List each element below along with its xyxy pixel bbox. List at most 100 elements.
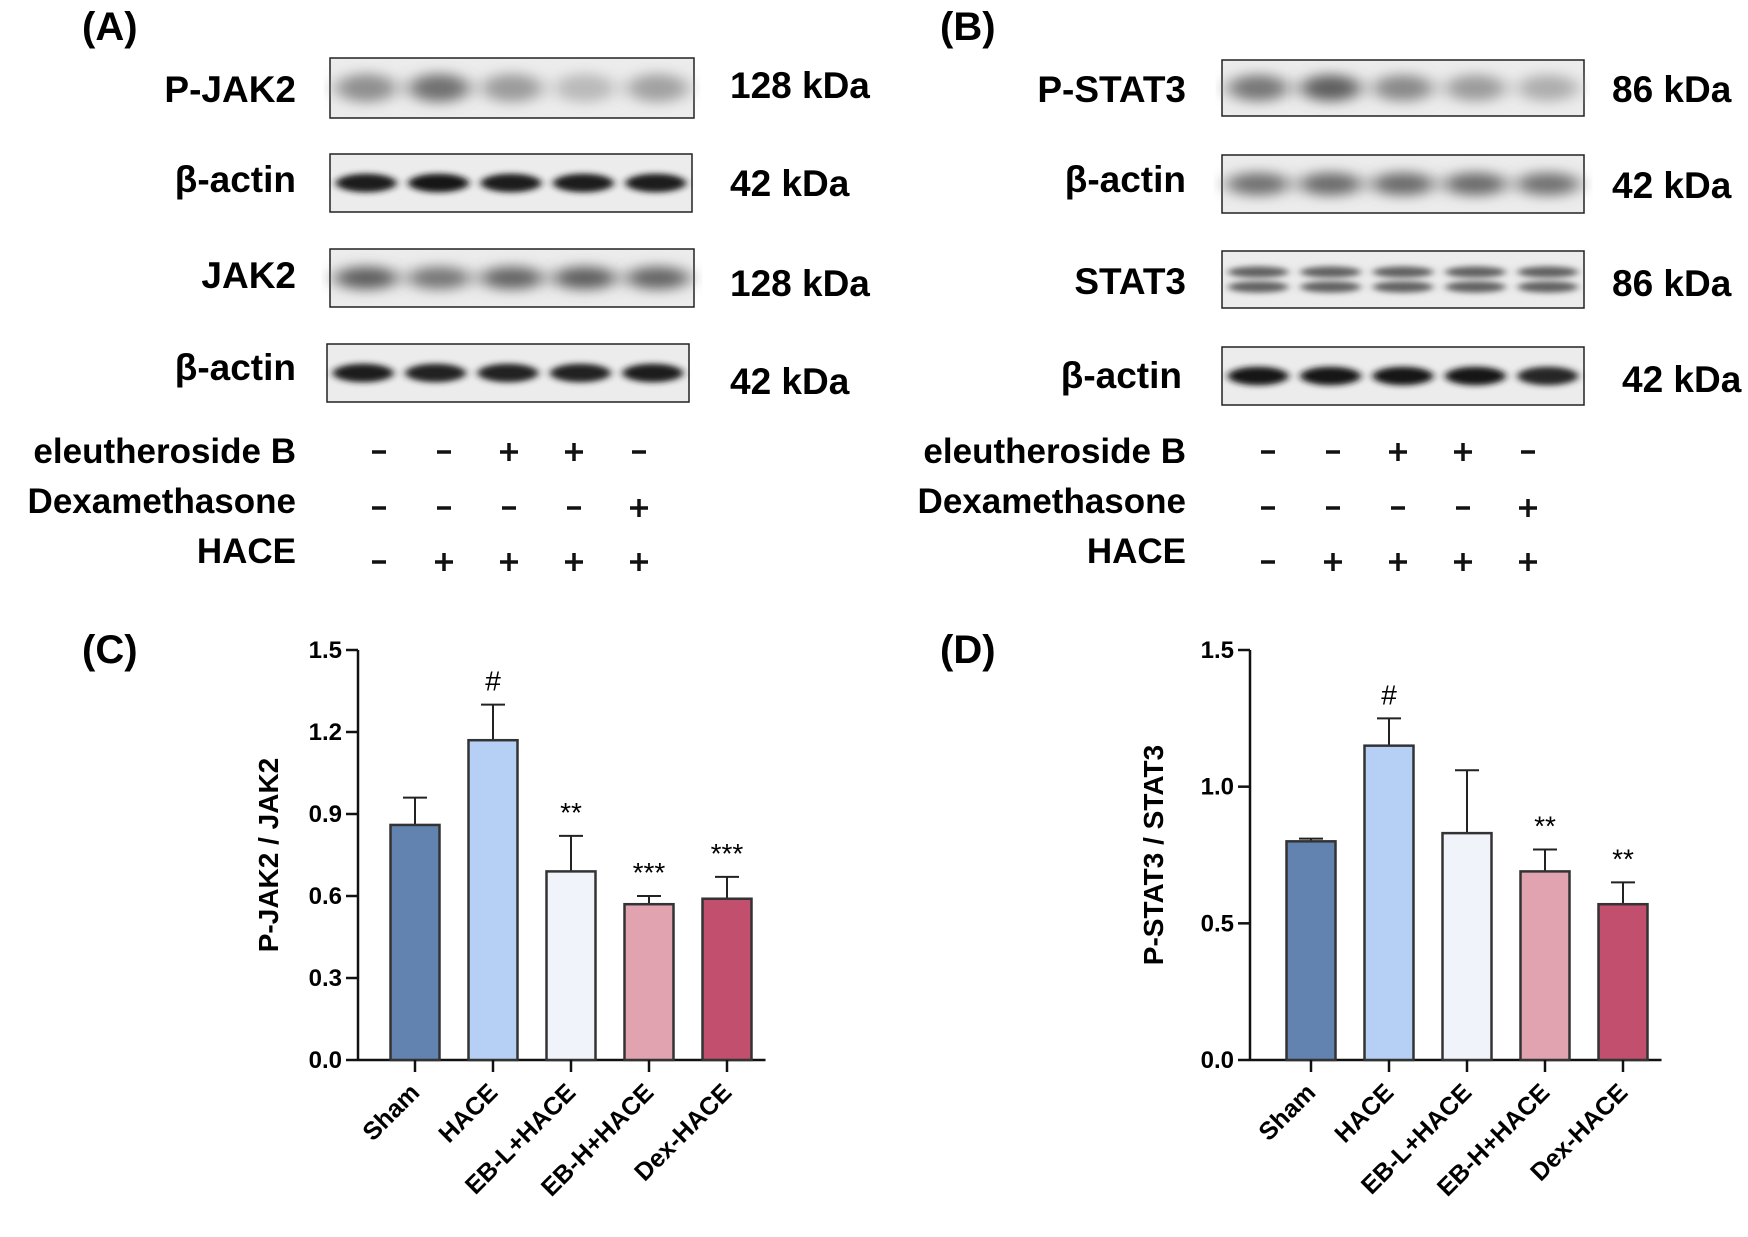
blot-image-jak2 [329,248,695,308]
bar [467,738,519,1062]
kda-label: 42 kDa [730,163,850,204]
blot-image-beta-actin [1221,346,1585,406]
bar [701,897,753,1062]
kda-label: 128 kDa [730,65,870,106]
y-axis-label: P-STAT3 / STAT3 [1138,745,1169,965]
blot-band [554,73,616,103]
blot-band [407,266,472,290]
blot-band [480,173,542,193]
treatment-label: eleutheroside B [33,432,296,471]
treatment-signs [372,443,648,571]
blot-band [1371,172,1435,196]
blot-band [1227,74,1289,102]
blot-band [1444,266,1506,278]
y-tick-label: 0.6 [309,883,342,910]
y-tick-label: 1.0 [1201,774,1234,801]
treatment-label: HACE [197,532,296,571]
x-tick-label: Sham [1253,1078,1321,1146]
significance-label: # [485,666,501,697]
bar [1519,870,1571,1062]
bar [1441,831,1493,1062]
blot-label: β-actin [1065,159,1186,200]
y-tick-label: 0.0 [1201,1047,1234,1074]
blot-band [1226,172,1291,196]
blot-band [1372,281,1434,293]
significance-label: ** [1612,843,1634,874]
blot-image-p-stat3 [1221,59,1585,117]
blot-band [335,173,397,193]
kda-label: 42 kDa [1612,165,1732,206]
blot-band [1517,281,1579,293]
kda-label: 86 kDa [1612,69,1732,110]
blot-band [332,363,394,383]
kda-label: 86 kDa [1612,263,1732,304]
significance-label: *** [711,838,744,869]
blot-band [1515,172,1580,196]
blot-band [1300,366,1362,386]
y-tick-label: 0.0 [309,1047,342,1074]
blot-band [1372,266,1434,278]
blot-panel-b: P-STAT3 β-actin STAT3 β-actin 86 kDa 42 … [918,59,1742,571]
blot-panel-a: P-JAK2 β-actin JAK2 β-actin 128 kDa 42 k… [28,57,870,571]
blot-band [1300,74,1362,102]
y-axis-label: P-JAK2 / JAK2 [253,758,284,953]
blot-band [335,73,397,103]
blot-band [549,363,611,383]
blot-band [477,363,539,383]
blot-band [1443,172,1508,196]
blot-band [1444,281,1506,293]
kda-label: 128 kDa [730,263,870,304]
blot-label: JAK2 [201,255,296,296]
y-tick-label: 0.9 [309,801,342,828]
treatment-label: Dexamethasone [918,482,1186,521]
blot-label: STAT3 [1074,261,1186,302]
blot-label: β-actin [1061,355,1182,396]
y-tick-label: 1.5 [309,637,342,664]
significance-label: ** [560,797,582,828]
y-tick-label: 1.2 [309,719,342,746]
bar-chart-c: 0.0 0.3 0.6 0.9 1.2 1.5 P-JAK2 / JAK2 Sham HACE #… [253,637,766,1202]
kda-label: 42 kDa [730,361,850,402]
panel-label-c: (C) [82,628,138,672]
blot-band [625,266,690,290]
blot-image-beta-actin [1221,154,1585,214]
blot-band [1517,266,1579,278]
blot-band [552,266,617,290]
blot-band [1517,366,1579,386]
blot-label: β-actin [175,159,296,200]
blot-band [552,173,614,193]
panel-label-b: (B) [940,5,996,49]
y-tick-label: 0.5 [1201,910,1234,937]
bar [1597,902,1649,1062]
blot-band [408,173,470,193]
treatment-signs [1261,443,1537,571]
treatment-label: HACE [1087,532,1186,571]
blot-image-p-jak2 [329,57,695,119]
y-tick-label: 0.3 [309,965,342,992]
x-tick-label: HACE [1329,1078,1399,1148]
blot-band [1300,281,1362,293]
x-tick-label: HACE [433,1078,503,1148]
kda-label: 42 kDa [1622,359,1742,400]
blot-band [622,363,684,383]
blot-band [479,266,545,290]
significance-label: *** [633,857,666,888]
y-tick-label: 1.5 [1201,637,1234,664]
blot-label: β-actin [175,347,296,388]
blot-band [625,173,687,193]
significance-label: ** [1534,811,1556,842]
blot-band [1372,74,1434,102]
blot-band [1298,172,1363,196]
blot-image-beta-actin [326,343,690,403]
blot-band [481,73,543,103]
bar [1285,840,1337,1062]
blot-image-stat3 [1221,250,1585,309]
panel-label-a: (A) [82,5,138,49]
bar [389,823,441,1062]
panel-label-d: (D) [940,628,996,672]
blot-band [408,73,470,103]
blot-band [405,363,467,383]
blot-band [1227,281,1289,293]
x-tick-label: Sham [357,1078,425,1146]
